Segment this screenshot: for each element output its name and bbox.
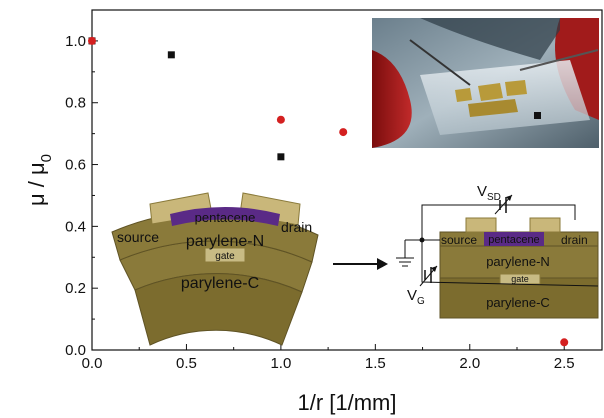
x-tick-label: 2.5: [554, 355, 575, 372]
flat-pentacene-label: pentacene: [488, 234, 539, 246]
y-tick-label: 0.0: [65, 342, 86, 359]
y-tick-label: 0.4: [65, 218, 86, 235]
x-tick-label: 1.0: [270, 355, 291, 372]
bent-device-diagram: source drain pentacene parylene-N gate p…: [111, 192, 319, 346]
flat-parylene-n-label: parylene-N: [486, 254, 550, 269]
square-data-point: [277, 153, 285, 161]
bent-parylene-n-label: parylene-N: [186, 233, 264, 250]
y-tick-label: 0.2: [65, 280, 86, 297]
flat-gate-label: gate: [511, 274, 529, 284]
circle-data-point: [339, 128, 348, 137]
bent-parylene-c-label: parylene-C: [181, 275, 259, 292]
y-tick-label: 0.8: [65, 95, 86, 112]
square-data-point: [167, 51, 175, 59]
inset-photo: [372, 18, 599, 148]
y-axis: 0.0 0.2 0.4 0.6 0.8 1.0: [65, 33, 98, 359]
bent-drain-label: drain: [281, 219, 312, 235]
plot-frame: [91, 9, 603, 351]
vsd-label: VSD: [477, 183, 501, 203]
transition-arrow: [333, 258, 388, 270]
flat-drain-label: drain: [561, 233, 588, 247]
x-tick-label: 0.0: [82, 355, 103, 372]
circle-data-point: [276, 115, 285, 124]
vg-label: VG: [407, 287, 425, 307]
x-tick-label: 1.5: [365, 355, 386, 372]
x-tick-label: 2.0: [459, 355, 480, 372]
circle-data-point: [560, 338, 569, 347]
y-tick-label: 0.6: [65, 157, 86, 174]
flat-source-label: source: [441, 233, 477, 247]
x-axis-title: 1/r [1/mm]: [297, 390, 396, 415]
circle-data-point: [88, 36, 96, 45]
bent-gate-label: gate: [215, 251, 235, 262]
x-axis: 0.0 0.5 1.0 1.5 2.0 2.5: [82, 344, 575, 372]
x-tick-label: 0.5: [176, 355, 197, 372]
bent-pentacene-label: pentacene: [195, 210, 256, 225]
bent-source-label: source: [117, 229, 159, 245]
flat-device-diagram: source drain pentacene parylene-N gate p…: [396, 183, 599, 319]
flat-parylene-c-label: parylene-C: [486, 295, 550, 310]
y-tick-label: 1.0: [65, 33, 86, 50]
data-markers: [88, 36, 569, 347]
y-axis-title: μ / μ0: [24, 154, 55, 206]
